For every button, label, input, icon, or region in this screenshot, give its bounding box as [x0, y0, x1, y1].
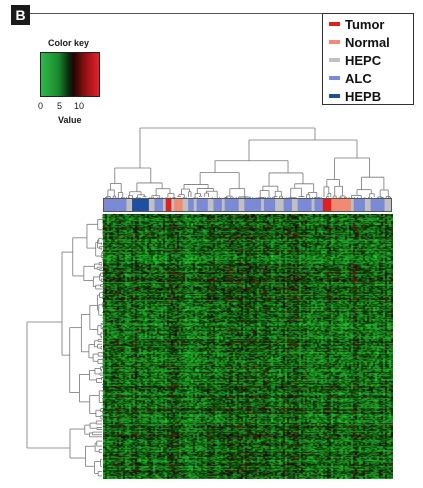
group-legend: Tumor Normal HEPC ALC HEPB — [322, 13, 414, 105]
color-key-axis-label: Value — [58, 115, 82, 125]
color-key-tick-10: 10 — [74, 101, 85, 111]
sample-group-cell — [196, 199, 209, 211]
legend-label: Normal — [345, 34, 390, 50]
sample-group-cell — [221, 199, 225, 211]
legend-label: HEPC — [345, 52, 382, 68]
sample-group-cell — [193, 199, 197, 211]
sample-group-cell — [148, 199, 155, 211]
sample-group-cell — [261, 199, 265, 211]
sample-group-cell — [283, 199, 293, 211]
sample-group-cell — [291, 199, 298, 211]
sample-group-cell — [165, 199, 172, 211]
sample-group-cell — [322, 199, 332, 211]
legend-item-normal: Normal — [329, 34, 390, 50]
color-key-title: Color key — [48, 38, 90, 48]
sample-group-cell — [331, 199, 352, 211]
sample-group-cell — [188, 199, 195, 211]
sample-group-cell — [238, 199, 245, 211]
sample-group-cell — [213, 199, 223, 211]
legend-item-tumor: Tumor — [329, 16, 385, 32]
legend-item-alc: ALC — [329, 70, 372, 86]
sample-group-cell — [311, 199, 315, 211]
legend-label: ALC — [345, 70, 372, 86]
color-key-tick-0: 0 — [38, 101, 44, 111]
legend-swatch — [329, 76, 340, 80]
legend-swatch — [329, 58, 340, 62]
sample-group-cell — [384, 199, 391, 211]
sample-group-cell — [244, 199, 262, 211]
legend-label: Tumor — [345, 16, 385, 32]
sample-group-cell — [132, 199, 150, 211]
legend-item-hepb: HEPB — [329, 88, 382, 104]
sample-group-cell — [364, 199, 371, 211]
color-key-gradient — [40, 52, 100, 97]
sample-group-cell — [314, 199, 324, 211]
sample-group-cell — [104, 199, 127, 211]
color-key-tick-5: 5 — [57, 101, 63, 111]
expression-heatmap — [103, 214, 393, 479]
sample-group-cell — [350, 199, 355, 211]
top-rule-divider — [30, 13, 414, 14]
sample-group-cell — [126, 199, 133, 211]
sample-group-cell — [162, 199, 167, 211]
sample-group-cell — [154, 199, 164, 211]
sample-group-annotation-bar — [103, 198, 392, 212]
sample-group-cell — [370, 199, 385, 211]
legend-label: HEPB — [345, 88, 382, 104]
sample-group-cell — [297, 199, 312, 211]
legend-swatch — [329, 22, 340, 26]
sample-group-cell — [174, 199, 183, 211]
legend-swatch — [329, 40, 340, 44]
legend-swatch — [329, 94, 340, 98]
sample-group-cell — [207, 199, 214, 211]
sample-group-cell — [171, 199, 175, 211]
sample-group-cell — [353, 199, 366, 211]
legend-item-hepc: HEPC — [329, 52, 382, 68]
sample-group-cell — [182, 199, 189, 211]
panel-label-badge: B — [11, 5, 30, 25]
sample-group-cell — [224, 199, 239, 211]
sample-group-cell — [263, 199, 276, 211]
sample-group-cell — [275, 199, 284, 211]
